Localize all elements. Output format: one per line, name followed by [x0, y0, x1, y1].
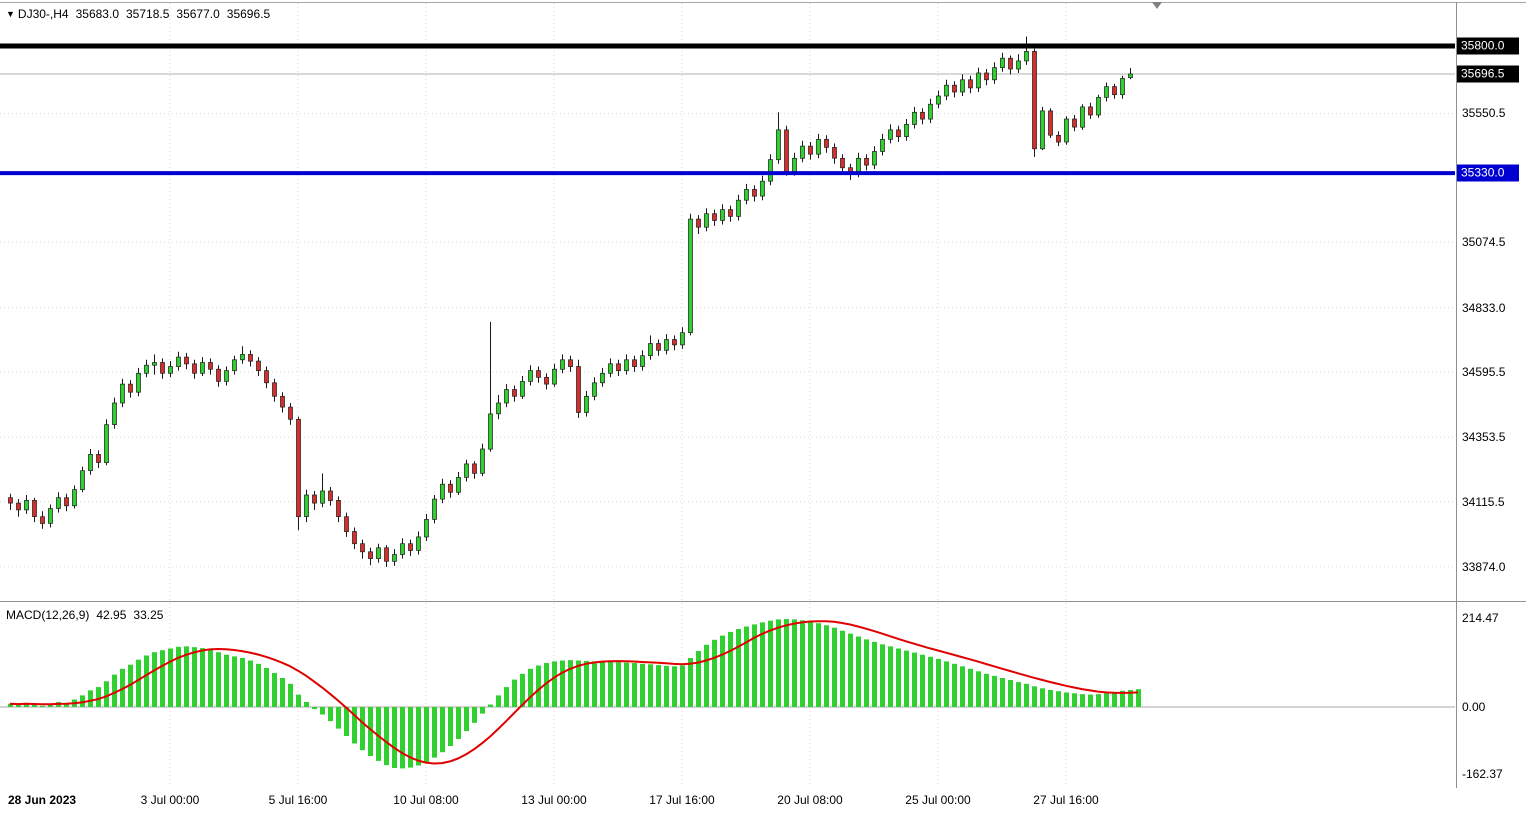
chart-top-frame — [0, 2, 1526, 3]
chart-plot-area[interactable] — [0, 0, 1456, 789]
ohlc-marker-icon: ▼ — [6, 9, 15, 19]
price-axis[interactable]: 35800.0 35696.5 35550.5 35330.0 35074.5 34833… — [1457, 0, 1526, 601]
price-axis-label: 35550.5 — [1462, 106, 1506, 120]
current-price-tag: 35696.5 — [1457, 65, 1519, 83]
time-axis-label: 13 Jul 00:00 — [521, 793, 587, 807]
price-axis-label: 34833.0 — [1462, 301, 1506, 315]
ohlc-close-value: 35696.5 — [226, 7, 271, 21]
price-axis-label: 34595.5 — [1462, 365, 1506, 379]
time-axis-label: 3 Jul 00:00 — [140, 793, 200, 807]
macd-signal-value: 33.25 — [133, 608, 164, 622]
support-price-tag: 35330.0 — [1457, 164, 1519, 182]
time-axis-label: 5 Jul 16:00 — [268, 793, 328, 807]
macd-axis[interactable]: 214.47 0.00 -162.37 — [1457, 601, 1526, 788]
macd-main-value: 42.95 — [96, 608, 127, 622]
chart-symbol-info: ▼ DJ30-,H4 35683.0 35718.5 35677.0 35696.5 — [6, 7, 270, 21]
ohlc-high-value: 35718.5 — [126, 7, 170, 21]
macd-axis-label: -162.37 — [1462, 767, 1503, 781]
macd-axis-label: 214.47 — [1462, 611, 1499, 625]
macd-indicator-label: MACD(12,26,9) 42.95 33.25 — [6, 608, 163, 622]
macd-axis-label: 0.00 — [1462, 700, 1486, 714]
ohlc-low-value: 35677.0 — [176, 7, 220, 21]
price-axis-label: 34353.5 — [1462, 430, 1506, 444]
price-axis-label: 33874.0 — [1462, 560, 1506, 574]
time-axis[interactable]: 28 Jun 2023 3 Jul 00:00 5 Jul 16:00 10 Jul … — [0, 788, 1526, 813]
time-axis-label: 25 Jul 00:00 — [905, 793, 971, 807]
macd-pane-layer — [0, 619, 1455, 769]
levels-layer — [0, 43, 1455, 176]
time-axis-label: 28 Jun 2023 — [8, 793, 77, 807]
grid-layer — [0, 3, 1455, 786]
chart-shift-marker-icon[interactable] — [1152, 2, 1162, 9]
pane-separator[interactable] — [0, 601, 1526, 602]
time-axis-label: 27 Jul 16:00 — [1033, 793, 1099, 807]
price-axis-label: 35074.5 — [1462, 235, 1506, 249]
symbol-period-label: DJ30-,H4 — [17, 7, 69, 21]
ohlc-open-value: 35683.0 — [75, 7, 119, 21]
macd-indicator-name: MACD(12,26,9) — [6, 608, 90, 622]
resistance-price-tag: 35800.0 — [1457, 37, 1519, 55]
candles-layer — [8, 36, 1133, 567]
price-axis-label: 34115.5 — [1462, 495, 1505, 509]
time-axis-label: 17 Jul 16:00 — [649, 793, 715, 807]
price-axis-separator — [1456, 2, 1457, 788]
time-axis-label: 10 Jul 08:00 — [393, 793, 459, 807]
time-axis-label: 20 Jul 08:00 — [777, 793, 843, 807]
